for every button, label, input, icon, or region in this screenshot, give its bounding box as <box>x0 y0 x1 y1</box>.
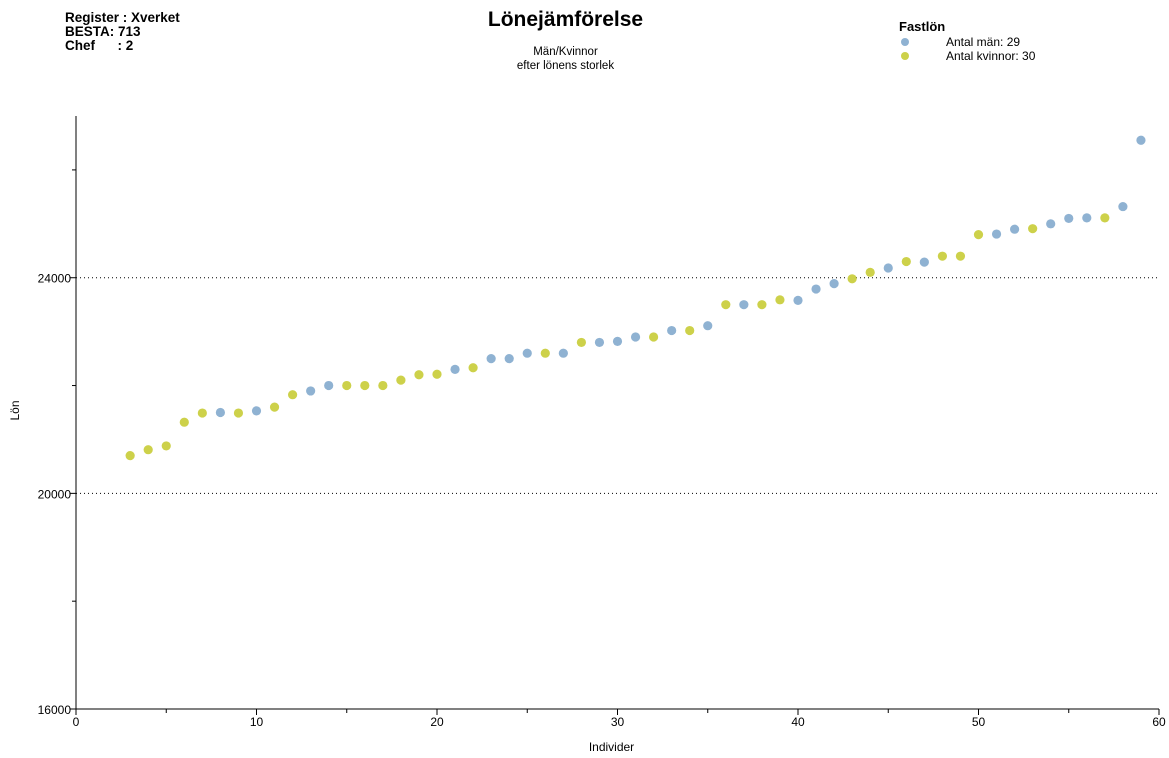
legend-entry-women: Antal kvinnor: 30 <box>899 49 1035 63</box>
point-women-38 <box>757 300 767 310</box>
point-women-7 <box>197 408 207 418</box>
chart-title: Lönejämförelse <box>487 8 644 31</box>
point-men-33 <box>667 325 677 336</box>
point-men-23 <box>486 353 496 364</box>
x-tick-label-0: 0 <box>73 715 80 729</box>
chart-subtitle: Män/Kvinnor efter lönens storlek <box>0 45 1169 73</box>
point-women-26 <box>540 348 550 358</box>
point-women-4 <box>143 445 153 455</box>
point-women-39 <box>775 295 785 305</box>
point-men-45 <box>883 263 893 273</box>
point-women-3 <box>125 451 135 461</box>
chef-label: Chef : 2 <box>65 38 134 53</box>
point-men-40 <box>793 295 803 305</box>
legend-marker-women <box>901 52 909 60</box>
subtitle-line-1: Män/Kvinnor <box>533 46 598 58</box>
point-women-17 <box>378 380 388 391</box>
legend: Fastlön Antal män: 29 Antal kvinnor: 30 <box>899 19 1035 63</box>
point-men-41 <box>811 284 821 294</box>
y-axis-label: Lön <box>8 400 22 420</box>
chart-title-wrap: Lönejämförelse <box>0 8 1169 32</box>
point-women-34 <box>685 325 695 336</box>
point-men-21 <box>450 364 460 374</box>
legend-label-men: Antal män: 29 <box>946 35 1021 49</box>
point-men-56 <box>1082 213 1092 223</box>
point-women-6 <box>179 417 189 427</box>
besta-label: BESTA: 713 <box>65 24 141 39</box>
point-men-54 <box>1046 219 1056 229</box>
x-axis-label: Individer <box>589 740 634 754</box>
y-tick-label-16000: 16000 <box>38 703 72 717</box>
legend-label-women: Antal kvinnor: 30 <box>946 49 1036 63</box>
point-men-13 <box>306 386 316 396</box>
point-men-29 <box>594 337 605 348</box>
legend-entry-men: Antal män: 29 <box>899 35 1020 49</box>
point-women-5 <box>161 441 171 451</box>
y-tick-label-20000: 20000 <box>38 487 72 501</box>
point-men-55 <box>1064 213 1074 224</box>
point-men-10 <box>251 406 262 416</box>
point-men-42 <box>829 279 839 289</box>
point-women-48 <box>937 251 948 261</box>
register-label: Register : Xverket <box>65 10 180 25</box>
point-women-32 <box>649 332 659 342</box>
point-women-15 <box>342 380 352 391</box>
point-men-27 <box>558 348 568 358</box>
point-men-37 <box>739 300 749 310</box>
report-info: Register : Xverket BESTA: 713 Chef : 2 <box>65 11 180 53</box>
point-men-35 <box>703 321 713 331</box>
point-women-44 <box>865 267 875 277</box>
point-men-25 <box>522 348 532 358</box>
x-tick-label-20: 20 <box>430 715 444 729</box>
point-men-47 <box>919 257 929 267</box>
point-men-24 <box>504 353 514 364</box>
point-women-20 <box>432 369 442 379</box>
point-women-28 <box>576 337 587 348</box>
legend-title: Fastlön <box>899 19 946 34</box>
subtitle-line-2: efter lönens storlek <box>516 60 615 72</box>
x-tick-label-50: 50 <box>972 715 986 729</box>
point-men-58 <box>1118 201 1128 212</box>
y-tick-label-24000: 24000 <box>38 272 72 286</box>
point-women-12 <box>288 390 298 400</box>
point-women-11 <box>269 402 280 412</box>
point-men-8 <box>215 407 225 418</box>
point-women-50 <box>973 230 984 240</box>
point-women-19 <box>414 370 424 380</box>
point-men-14 <box>324 380 334 391</box>
point-men-52 <box>1010 224 1020 234</box>
point-women-49 <box>955 251 966 261</box>
legend-marker-men <box>901 38 909 46</box>
point-men-59 <box>1136 135 1146 145</box>
point-women-46 <box>901 256 911 267</box>
point-men-31 <box>630 332 641 342</box>
point-women-43 <box>847 274 857 284</box>
point-women-18 <box>396 375 406 385</box>
point-women-16 <box>360 380 370 391</box>
point-women-53 <box>1028 224 1038 234</box>
x-tick-label-40: 40 <box>791 715 805 729</box>
x-tick-label-60: 60 <box>1152 715 1166 729</box>
point-women-57 <box>1100 213 1110 223</box>
point-women-9 <box>233 408 244 418</box>
x-tick-label-30: 30 <box>611 715 625 729</box>
point-women-36 <box>721 300 731 310</box>
point-women-22 <box>468 363 478 373</box>
point-men-30 <box>612 336 623 346</box>
x-tick-label-10: 10 <box>250 715 264 729</box>
point-men-51 <box>991 229 1002 239</box>
